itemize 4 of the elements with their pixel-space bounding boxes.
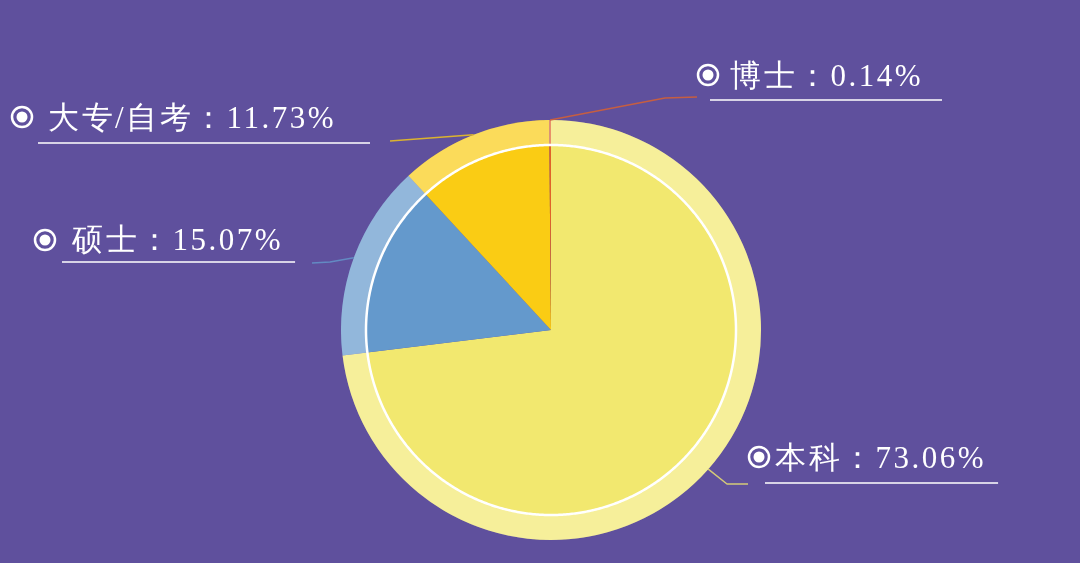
slice-label: 硕士：15.07% bbox=[71, 222, 284, 257]
slice-label: 大专/自考：11.73% bbox=[48, 100, 337, 135]
slice-label: 博士：0.14% bbox=[730, 58, 924, 93]
slice-label: 本科：73.06% bbox=[775, 440, 987, 475]
